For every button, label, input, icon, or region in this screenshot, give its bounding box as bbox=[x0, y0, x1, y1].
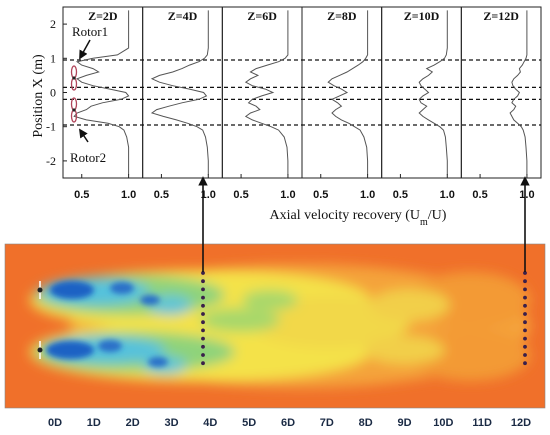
distance-label: 1D bbox=[87, 417, 101, 429]
x-tick-label: 1.0 bbox=[519, 189, 534, 201]
rotor2-icon bbox=[70, 97, 78, 123]
probe-dot bbox=[201, 312, 205, 316]
profile-series-line bbox=[418, 10, 448, 175]
rotor1-icon bbox=[70, 65, 78, 91]
contour-core bbox=[46, 281, 168, 367]
panel-frame bbox=[301, 6, 383, 179]
turbine2-icon bbox=[37, 341, 43, 359]
profile-series-line bbox=[244, 10, 289, 175]
probe-dot bbox=[523, 303, 527, 308]
probe-dot bbox=[523, 271, 527, 275]
panel-title: Z=8D bbox=[327, 9, 357, 23]
distance-label: 12D bbox=[511, 417, 531, 429]
x-tick-label: 0.5 bbox=[393, 189, 408, 201]
turbine1-icon bbox=[37, 281, 43, 299]
panel-frame bbox=[221, 6, 303, 179]
y-axis-label: Position X (m) bbox=[31, 54, 46, 138]
profile-series-line bbox=[73, 10, 130, 175]
distance-label: 5D bbox=[242, 417, 256, 429]
profile-series-line bbox=[327, 10, 369, 175]
probe-dot bbox=[201, 279, 205, 284]
y-tick-label: -1 bbox=[46, 120, 56, 134]
panel-frames bbox=[62, 6, 542, 179]
distance-label: 2D bbox=[126, 417, 140, 429]
probe-dot bbox=[523, 344, 527, 349]
distance-label: 11D bbox=[472, 417, 492, 429]
probe-dot bbox=[201, 295, 205, 300]
probe-dot bbox=[523, 312, 527, 316]
x-axis-label: Axial velocity recovery (Um/U) bbox=[270, 208, 447, 228]
panel-title: Z=12D bbox=[483, 9, 519, 23]
y-tick-label: 0 bbox=[50, 86, 56, 100]
x-tick-label: 1.0 bbox=[280, 189, 295, 201]
distance-label: 9D bbox=[397, 417, 411, 429]
rotor1-arrow bbox=[79, 39, 91, 60]
probe-dot bbox=[201, 353, 205, 357]
profile-series-line bbox=[509, 10, 528, 175]
distance-label: 3D bbox=[164, 417, 178, 429]
x-tick-label: 1.0 bbox=[121, 189, 136, 201]
velocity-profile-chart: Z=2D Z=4D Z=6D Z=8D Z=10D Z=12D 2 1 0 -1 -2 0.5 1.… bbox=[31, 6, 542, 228]
probe-dot bbox=[523, 295, 527, 300]
contour-frame bbox=[4, 243, 546, 409]
probe-dot bbox=[523, 328, 527, 333]
x-tick-label: 0.5 bbox=[74, 189, 89, 201]
distance-label: 0D bbox=[48, 417, 62, 429]
probe-dots bbox=[201, 271, 527, 366]
x-tick-label: 0.5 bbox=[472, 189, 487, 201]
probe-dot bbox=[201, 344, 205, 349]
panel-title: Z=10D bbox=[404, 9, 440, 23]
panel-titles: Z=2D Z=4D Z=6D Z=8D Z=10D Z=12D bbox=[88, 9, 519, 23]
distance-label: 7D bbox=[320, 417, 334, 429]
distance-label: 4D bbox=[203, 417, 217, 429]
probe-dot bbox=[523, 336, 527, 341]
profile-series-line bbox=[150, 10, 209, 175]
probe-dot bbox=[523, 287, 527, 292]
probe-dot bbox=[523, 279, 527, 284]
rotor1-label: Rotor1 bbox=[72, 24, 108, 39]
profile-curves bbox=[73, 10, 528, 175]
distance-label: 6D bbox=[281, 417, 295, 429]
distance-label: 8D bbox=[359, 417, 373, 429]
probe-dot bbox=[523, 320, 527, 325]
panel-frame bbox=[381, 6, 462, 179]
probe-dot bbox=[201, 303, 205, 308]
y-tick-label: 2 bbox=[50, 17, 56, 31]
y-tick-label: -2 bbox=[46, 154, 56, 168]
panel-frame bbox=[142, 6, 223, 179]
probe-dot bbox=[201, 287, 205, 292]
probe-dot bbox=[523, 353, 527, 357]
contour-field bbox=[30, 264, 530, 388]
y-axis-ticks: 2 1 0 -1 -2 bbox=[46, 17, 67, 168]
panel-title: Z=4D bbox=[168, 9, 198, 23]
panel-frame bbox=[460, 6, 542, 179]
probe-dot bbox=[201, 336, 205, 341]
wake-contour-plot: 0D 1D 2D 3D 4D 5D 6D 7D 8D 9D 10D 11D 12D bbox=[4, 243, 546, 429]
x-tick-label: 0.5 bbox=[313, 189, 328, 201]
x-tick-label: 1.0 bbox=[440, 189, 455, 201]
panel-title: Z=2D bbox=[88, 9, 118, 23]
rotor2-label: Rotor2 bbox=[70, 150, 106, 165]
panel-title: Z=6D bbox=[247, 9, 277, 23]
probe-dot bbox=[201, 271, 205, 275]
probe-dot bbox=[201, 320, 205, 325]
rotor2-arrow bbox=[79, 128, 89, 143]
x-tick-label: 1.0 bbox=[201, 189, 216, 201]
rotor-reference-lines bbox=[63, 59, 541, 126]
distance-axis-labels: 0D 1D 2D 3D 4D 5D 6D 7D 8D 9D 10D 11D 12D bbox=[48, 417, 531, 429]
probe-dot bbox=[201, 361, 205, 366]
x-axis-ticks: 0.5 1.0 0.5 1.0 0.5 1.0 0.5 1.0 0.5 1.0 0.5 1.0 bbox=[74, 174, 535, 201]
distance-label: 10D bbox=[433, 417, 453, 429]
y-tick-label: 1 bbox=[50, 51, 56, 65]
probe-dot bbox=[201, 328, 205, 333]
probe-dot bbox=[523, 361, 527, 366]
x-tick-label: 0.5 bbox=[233, 189, 248, 201]
x-tick-label: 1.0 bbox=[360, 189, 375, 201]
x-tick-label: 0.5 bbox=[154, 189, 169, 201]
